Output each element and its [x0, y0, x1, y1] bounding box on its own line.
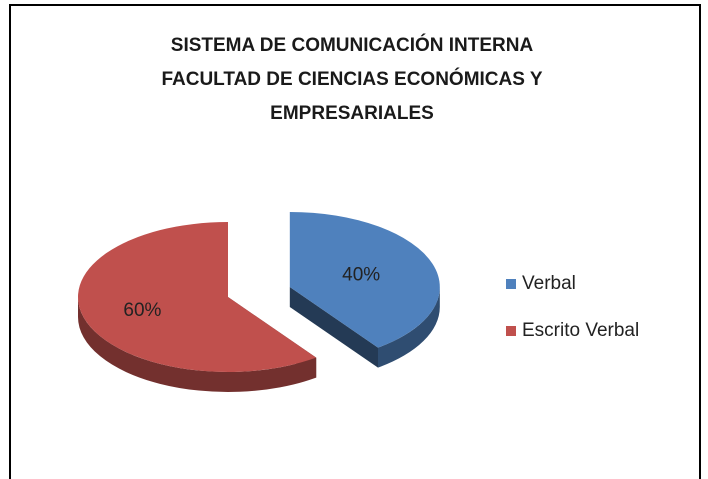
chart-title: EMPRESARIALES [270, 103, 434, 124]
chart-title: SISTEMA DE COMUNICACIÓN INTERNA [171, 34, 534, 56]
slice-side [289, 286, 378, 368]
chart-title: FACULTAD DE CIENCIAS ECONÓMICAS Y [161, 68, 542, 90]
data-label: 60% [123, 300, 161, 321]
slice [289, 211, 440, 348]
slice [78, 222, 317, 372]
slice-side [377, 286, 440, 368]
legend-swatch [506, 279, 516, 289]
legend-label: Verbal [522, 273, 576, 294]
data-label: 40% [342, 264, 380, 285]
legend-label: Escrito Verbal [522, 320, 639, 341]
legend-swatch [506, 326, 516, 336]
slice-side [78, 297, 317, 392]
